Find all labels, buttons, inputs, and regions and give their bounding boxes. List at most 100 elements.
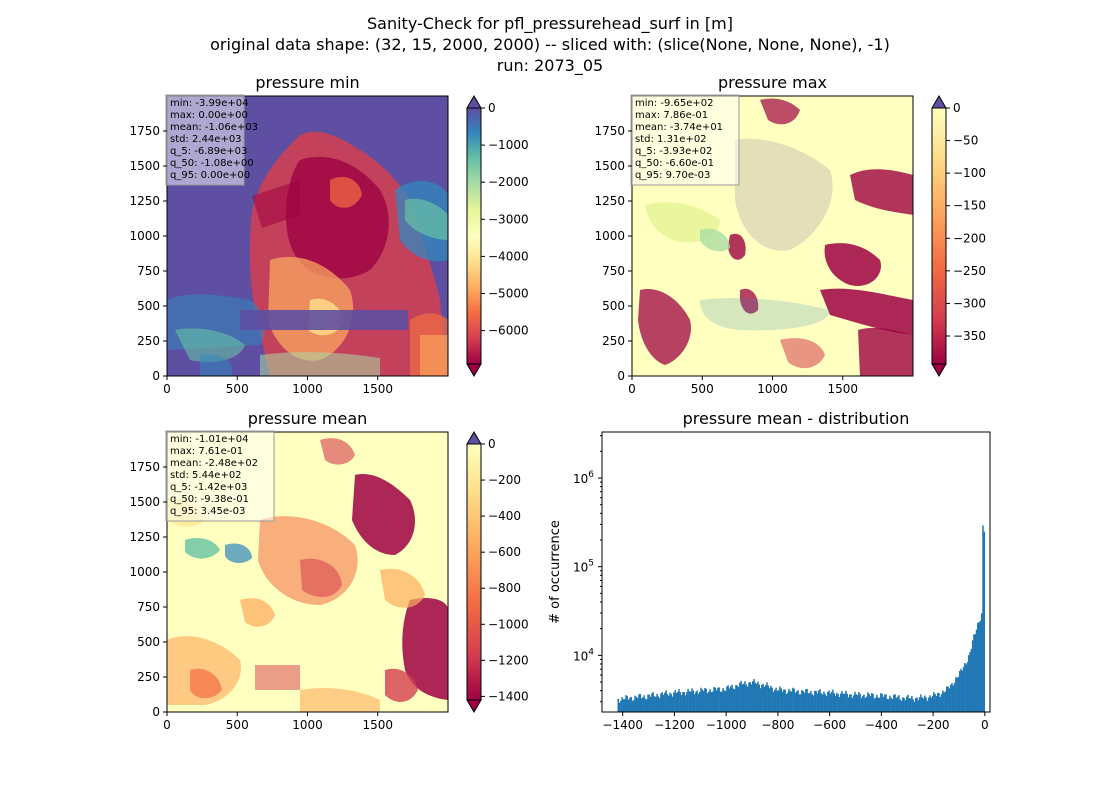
histogram-frame — [601, 431, 991, 713]
x-tick-label: 500 — [226, 718, 249, 732]
histogram-bar — [653, 696, 656, 712]
histogram-bar — [894, 694, 896, 712]
x-axis-pressure-max: 0 500 1000 1500 — [628, 376, 858, 396]
histogram-bar — [704, 687, 706, 712]
colorbar-tick-label: −100 — [953, 166, 986, 180]
histogram-bar — [939, 696, 942, 712]
histogram-bar — [779, 686, 781, 712]
y-tick-label: 750 — [602, 264, 625, 278]
histogram-bar — [821, 694, 824, 712]
histogram-bar — [864, 697, 867, 712]
y-tick-label: 0 — [617, 369, 625, 383]
histogram-bar — [742, 683, 745, 712]
histogram-bar — [762, 683, 764, 712]
colorbar-ticks: 0 −200 −400 −600 −800 −1000 −1200 −1400 — [481, 437, 529, 703]
y-tick-label: 750 — [137, 600, 160, 614]
histogram-bar — [887, 699, 890, 712]
histogram-bar — [820, 693, 823, 712]
histogram-bar — [647, 694, 649, 712]
histogram-bar — [797, 690, 799, 712]
histogram-bar — [706, 693, 709, 712]
histogram-bar — [925, 697, 927, 712]
histogram-bar — [618, 702, 621, 712]
histogram-bar — [746, 686, 749, 712]
histogram-bar — [687, 688, 689, 712]
stats-box-pressure-max: min: -9.65e+02 max: 7.86e-01 mean: -3.74… — [630, 94, 740, 186]
colorbar-tick-label: −400 — [488, 509, 521, 523]
histogram-bar — [640, 698, 643, 712]
y-tick-label: 1500 — [129, 495, 160, 509]
histogram-bar — [752, 681, 754, 712]
colorbar-ticks: 0 −1000 −2000 −3000 −4000 −5000 −6000 — [481, 101, 529, 338]
histogram-bar — [652, 692, 654, 712]
y-axis-pressure-max: 0 250 500 750 1000 1250 1500 1750 — [594, 124, 632, 383]
colorbar-extend-max — [466, 431, 482, 445]
histogram-bar — [933, 691, 935, 712]
stat-line: q_50: -1.08e+00 — [170, 158, 254, 169]
histogram-bar — [675, 692, 678, 712]
stat-line: std: 1.31e+02 — [635, 134, 707, 145]
histogram-bar — [855, 694, 857, 712]
stats-box-frame — [165, 94, 245, 186]
histogram-bar — [911, 695, 913, 712]
histogram-bar — [708, 691, 710, 712]
histogram-bar — [701, 689, 704, 712]
histogram-bar — [621, 697, 623, 712]
stat-line: q_95: 9.70e-03 — [635, 170, 710, 181]
histogram-bar — [841, 691, 843, 712]
y-axis-distribution: 104 105 106 — [573, 435, 602, 703]
colorbar-tick-label: −1400 — [488, 689, 529, 703]
x-tick-label: 0 — [163, 718, 171, 732]
x-tick-label: −1400 — [602, 718, 643, 732]
stats-box-pressure-min: min: -3.99e+04 max: 0.00e+00 mean: -1.06… — [165, 94, 258, 186]
histogram-bar — [771, 687, 773, 712]
x-tick-label: 1500 — [362, 718, 393, 732]
histogram-bar — [961, 670, 964, 712]
histogram-bar — [958, 670, 961, 712]
histogram-bar — [689, 691, 692, 712]
histogram-bar — [859, 693, 861, 712]
histogram-bar — [943, 692, 945, 712]
histogram-bar — [662, 694, 665, 712]
histogram-bar — [899, 699, 901, 712]
histogram-bar — [909, 698, 912, 712]
histogram-bar — [823, 691, 825, 712]
panel-pressure-mean: pressure mean — [129, 409, 528, 732]
x-tick-label: 0 — [163, 382, 171, 396]
histogram-bar — [815, 690, 817, 712]
histogram-bar — [799, 694, 802, 712]
y-tick-label: 1250 — [129, 530, 160, 544]
histogram-bar — [965, 664, 967, 712]
histogram-bar — [723, 690, 726, 712]
histogram-bar — [693, 694, 696, 712]
histogram-bar — [873, 698, 876, 712]
histogram-bar — [953, 682, 956, 712]
histogram-bar — [717, 687, 719, 712]
y-tick-label: 750 — [137, 264, 160, 278]
colorbar-tick-label: −5000 — [488, 287, 529, 301]
stat-line: q_95: 3.45e-03 — [170, 506, 245, 517]
histogram-bar — [635, 696, 638, 712]
histogram-bar — [849, 694, 851, 712]
histogram-bar — [683, 692, 685, 712]
histogram-bar — [956, 677, 958, 712]
histogram-bar — [728, 688, 731, 712]
y-tick-label: 1500 — [129, 159, 160, 173]
histogram-bar — [832, 689, 834, 712]
stat-line: mean: -2.48e+02 — [170, 458, 258, 469]
histogram-bar — [671, 696, 674, 712]
histogram-bar — [665, 690, 667, 712]
histogram-bar — [979, 620, 982, 712]
histogram-bar — [912, 699, 914, 712]
colorbar-tick-label: −150 — [953, 199, 986, 213]
histogram-bar — [726, 686, 728, 712]
histogram-bar — [645, 699, 648, 712]
histogram-bar — [696, 690, 698, 712]
histogram-bar — [642, 697, 644, 712]
histogram-bar — [767, 685, 770, 712]
histogram-bar — [803, 692, 806, 712]
x-tick-label: 1500 — [362, 382, 393, 396]
histogram-bar — [661, 692, 663, 712]
colorbar-tick-label: −350 — [953, 329, 986, 343]
